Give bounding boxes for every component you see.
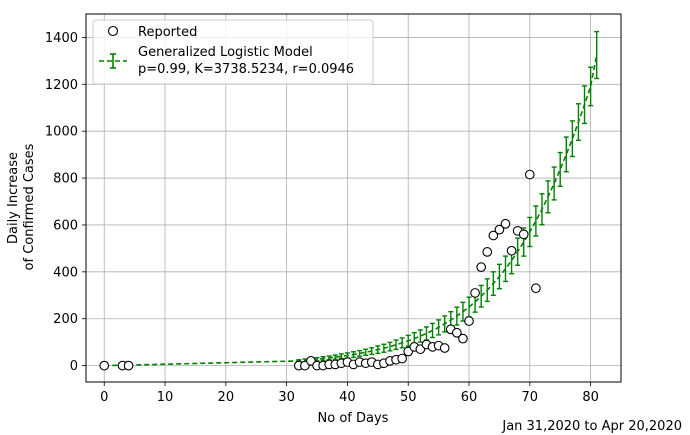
reported-point xyxy=(494,224,505,235)
reported-point xyxy=(99,360,110,371)
date-range-note: Jan 31,2020 to Apr 20,2020 xyxy=(501,419,682,434)
y-tick-label: 400 xyxy=(53,265,78,280)
reported-point xyxy=(500,218,511,229)
y-axis: 0 200 400 600 800 1000 1200 1400 xyxy=(45,31,86,374)
reported-point xyxy=(123,360,134,371)
reported-point xyxy=(470,288,480,298)
x-tick-label: 60 xyxy=(461,390,478,405)
y-axis-label-line2: of Confirmed Cases xyxy=(22,143,37,270)
reported-point xyxy=(518,229,529,240)
reported-point xyxy=(506,245,517,256)
reported-point xyxy=(482,247,493,257)
y-tick-label: 800 xyxy=(53,172,78,187)
y-tick-label: 600 xyxy=(53,218,78,233)
legend-label-reported: Reported xyxy=(138,25,197,40)
legend-label-model: Generalized Logistic Model xyxy=(138,45,313,60)
reported-series xyxy=(99,169,541,371)
plot-border xyxy=(85,13,622,383)
y-tick-label: 1200 xyxy=(45,78,78,93)
legend-marker-reported xyxy=(107,25,119,37)
reported-point xyxy=(452,327,462,338)
y-tick-label: 200 xyxy=(53,312,78,327)
x-tick-label: 30 xyxy=(278,390,295,405)
y-tick-label: 1000 xyxy=(45,125,78,140)
legend-box xyxy=(92,19,374,85)
legend: Reported Generalized Logistic Model p=0.… xyxy=(92,19,374,85)
y-tick-label: 1400 xyxy=(45,31,78,46)
reported-point xyxy=(488,230,499,241)
y-tick-label: 0 xyxy=(70,359,78,374)
model-line xyxy=(104,54,598,367)
reported-point xyxy=(458,333,468,344)
x-axis: 0 10 20 30 40 50 60 70 80 xyxy=(100,382,599,405)
legend-label-model-params: p=0.99, K=3738.5234, r=0.0946 xyxy=(138,62,354,77)
x-tick-label: 70 xyxy=(522,390,539,405)
y-axis-label-line1: Daily Increase xyxy=(6,152,21,244)
x-tick-label: 0 xyxy=(100,390,108,405)
x-axis-label: No of Days xyxy=(318,411,389,426)
reported-point xyxy=(439,343,450,353)
reported-point xyxy=(397,353,407,364)
x-tick-label: 80 xyxy=(582,390,599,405)
x-tick-label: 20 xyxy=(218,390,235,405)
x-tick-label: 50 xyxy=(400,390,417,405)
reported-point xyxy=(476,262,487,272)
reported-point xyxy=(464,316,474,326)
x-tick-label: 40 xyxy=(339,390,356,405)
x-tick-label: 10 xyxy=(157,390,174,405)
reported-point xyxy=(524,169,535,180)
reported-point xyxy=(531,283,541,294)
